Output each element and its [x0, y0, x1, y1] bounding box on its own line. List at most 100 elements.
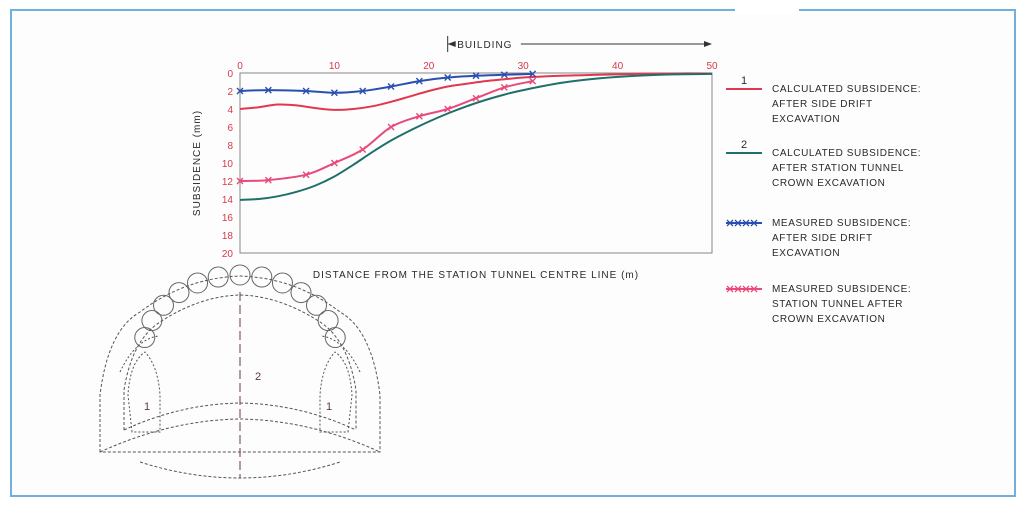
data-point-meas_crown [472, 94, 480, 102]
legend-marker [750, 285, 758, 293]
forepoling-circle [251, 266, 273, 288]
y-tick-label: 2 [227, 87, 233, 98]
legend-item-calc_crown: 2 CALCULATED SUBSIDENCE: AFTER STATION TUN… [726, 139, 921, 189]
data-point-meas_crown [264, 176, 272, 184]
building-label: BUILDING [457, 40, 512, 51]
data-point-meas_side_drift [387, 83, 395, 90]
data-point-meas_crown [359, 146, 367, 153]
y-tick-label: 10 [222, 159, 234, 170]
legend-text-line: CALCULATED SUBSIDENCE: [772, 84, 921, 95]
y-tick-label: 16 [222, 213, 234, 224]
series-layer [236, 70, 713, 201]
x-tick-label: 40 [612, 61, 624, 72]
legend-item-calc_side_drift: 1 CALCULATED SUBSIDENCE: AFTER SIDE DRIFT E… [726, 75, 921, 125]
legend-marker [726, 219, 734, 227]
y-tick-label: 18 [222, 231, 234, 242]
forepoling-circle [141, 310, 163, 332]
data-point-meas_side_drift [302, 87, 310, 95]
side-drift-left [127, 351, 161, 433]
x-tick-label: 20 [423, 61, 435, 72]
series-line-meas_side_drift [239, 72, 533, 94]
forepoling-circle [271, 272, 293, 294]
data-point-meas_crown [302, 171, 310, 179]
tunnel-cross-section [99, 264, 381, 479]
forepoling-circle [168, 282, 190, 304]
legend-text-line: AFTER STATION TUNNEL [772, 163, 904, 174]
forepoling-circle [229, 264, 251, 286]
data-point-meas_crown [529, 77, 537, 85]
y-tick-label: 14 [222, 195, 234, 206]
side-drift-right [319, 351, 353, 433]
x-axis-title: DISTANCE FROM THE STATION TUNNEL CENTRE … [313, 270, 639, 281]
legend-text-line: CROWN EXCAVATION [772, 178, 886, 189]
x-tick-label: 30 [518, 61, 530, 72]
legend-text-line: EXCAVATION [772, 248, 840, 259]
y-axis-title: SUBSIDENCE (mm) [192, 110, 203, 216]
building-arrowhead-left [447, 41, 456, 47]
legend-marker [750, 219, 758, 227]
data-point-meas_side_drift [472, 72, 480, 80]
legend-text-line: STATION TUNNEL AFTER [772, 299, 903, 310]
x-tick-label: 0 [237, 61, 243, 72]
series-meas_crown [236, 77, 537, 185]
legend-text-line: CROWN EXCAVATION [772, 314, 886, 325]
side-drift-right-arc [321, 335, 361, 373]
forepoling-circle [187, 272, 209, 294]
legend-text-line: MEASURED SUBSIDENCE: [772, 284, 911, 295]
legend: 1 CALCULATED SUBSIDENCE: AFTER SIDE DRIFT E… [726, 75, 921, 325]
tunnel-label-centre: 2 [255, 371, 261, 383]
y-tick-label: 20 [222, 249, 234, 260]
y-tick-label: 0 [227, 69, 233, 80]
data-point-meas_crown [444, 105, 452, 113]
y-tick-labels: 0 2 4 6 8 10 12 14 16 18 20 [222, 69, 234, 260]
building-arrowhead [704, 41, 712, 47]
series-line-calc_crown [239, 72, 713, 201]
y-tick-label: 4 [227, 105, 233, 116]
tunnel-label-side-left: 1 [144, 401, 150, 413]
tunnel-outer-lining [99, 275, 381, 453]
legend-text-line: AFTER SIDE DRIFT [772, 233, 873, 244]
data-point-meas_side_drift [264, 86, 272, 94]
data-point-meas_side_drift [236, 87, 244, 95]
data-point-meas_crown [415, 112, 423, 120]
legend-item-meas_side_drift: MEASURED SUBSIDENCE: AFTER SIDE DRIFT EXCA… [726, 218, 911, 259]
y-tick-label: 12 [222, 177, 234, 188]
data-point-meas_side_drift [359, 87, 367, 95]
data-point-meas_side_drift [415, 77, 423, 85]
legend-marker [734, 219, 742, 227]
forepoling-circle [153, 294, 175, 316]
data-point-meas_side_drift [330, 89, 338, 97]
legend-number: 1 [741, 75, 747, 87]
data-point-meas_side_drift [444, 74, 452, 81]
data-point-meas_side_drift [529, 70, 537, 78]
data-point-meas_crown [387, 123, 395, 131]
building-annotation: BUILDING [447, 36, 712, 52]
y-tick-label: 8 [227, 141, 233, 152]
series-line-calc_side_drift [239, 72, 713, 111]
legend-number: 2 [741, 139, 747, 151]
data-point-meas_crown [330, 159, 338, 167]
legend-marker [734, 285, 742, 293]
forepoling-circle [305, 294, 327, 316]
legend-marker [742, 285, 750, 293]
series-calc_crown [239, 72, 713, 201]
series-calc_side_drift [239, 72, 713, 111]
forepoling-circle [324, 327, 346, 349]
series-line-meas_crown [239, 80, 533, 182]
x-tick-label: 50 [706, 61, 718, 72]
legend-text-line: EXCAVATION [772, 114, 840, 125]
legend-item-meas_crown: MEASURED SUBSIDENCE: STATION TUNNEL AFTER… [726, 284, 911, 325]
side-drift-left-arc [119, 335, 159, 373]
series-meas_side_drift [236, 70, 537, 97]
data-point-meas_side_drift [500, 71, 508, 79]
plot-area [239, 72, 713, 254]
forepoling-circle [290, 282, 312, 304]
data-point-meas_crown [500, 83, 508, 91]
y-tick-label: 6 [227, 123, 233, 134]
x-tick-label: 10 [329, 61, 341, 72]
forepoling-circle [207, 266, 229, 288]
tunnel-label-side-right: 1 [326, 401, 332, 413]
legend-text-line: MEASURED SUBSIDENCE: [772, 218, 911, 229]
tunnel-invert [99, 418, 381, 453]
